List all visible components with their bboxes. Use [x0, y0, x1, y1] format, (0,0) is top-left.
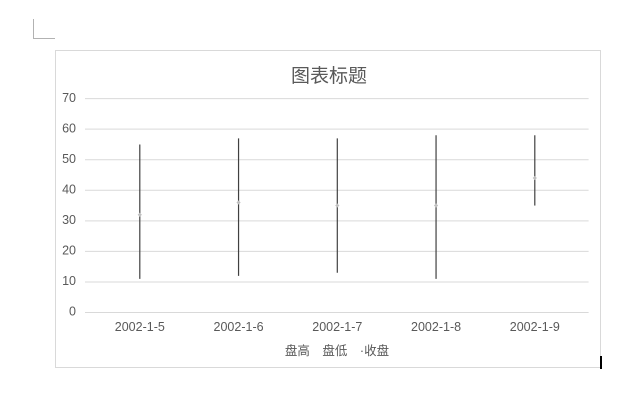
svg-text:30: 30 — [62, 213, 76, 227]
svg-text:50: 50 — [62, 152, 76, 166]
svg-text:2002-1-5: 2002-1-5 — [115, 320, 165, 334]
svg-text:70: 70 — [62, 91, 76, 105]
svg-text:0: 0 — [69, 305, 76, 319]
svg-text:2002-1-9: 2002-1-9 — [510, 320, 560, 334]
svg-text:20: 20 — [62, 244, 76, 258]
svg-text:2002-1-7: 2002-1-7 — [312, 320, 362, 334]
svg-text:2002-1-6: 2002-1-6 — [214, 320, 264, 334]
svg-text:盘高 盘低 ·收盘: 盘高 盘低 ·收盘 — [285, 343, 389, 358]
svg-text:10: 10 — [62, 274, 76, 288]
svg-text:60: 60 — [62, 121, 76, 135]
svg-text:40: 40 — [62, 182, 76, 196]
svg-text:2002-1-8: 2002-1-8 — [411, 320, 461, 334]
